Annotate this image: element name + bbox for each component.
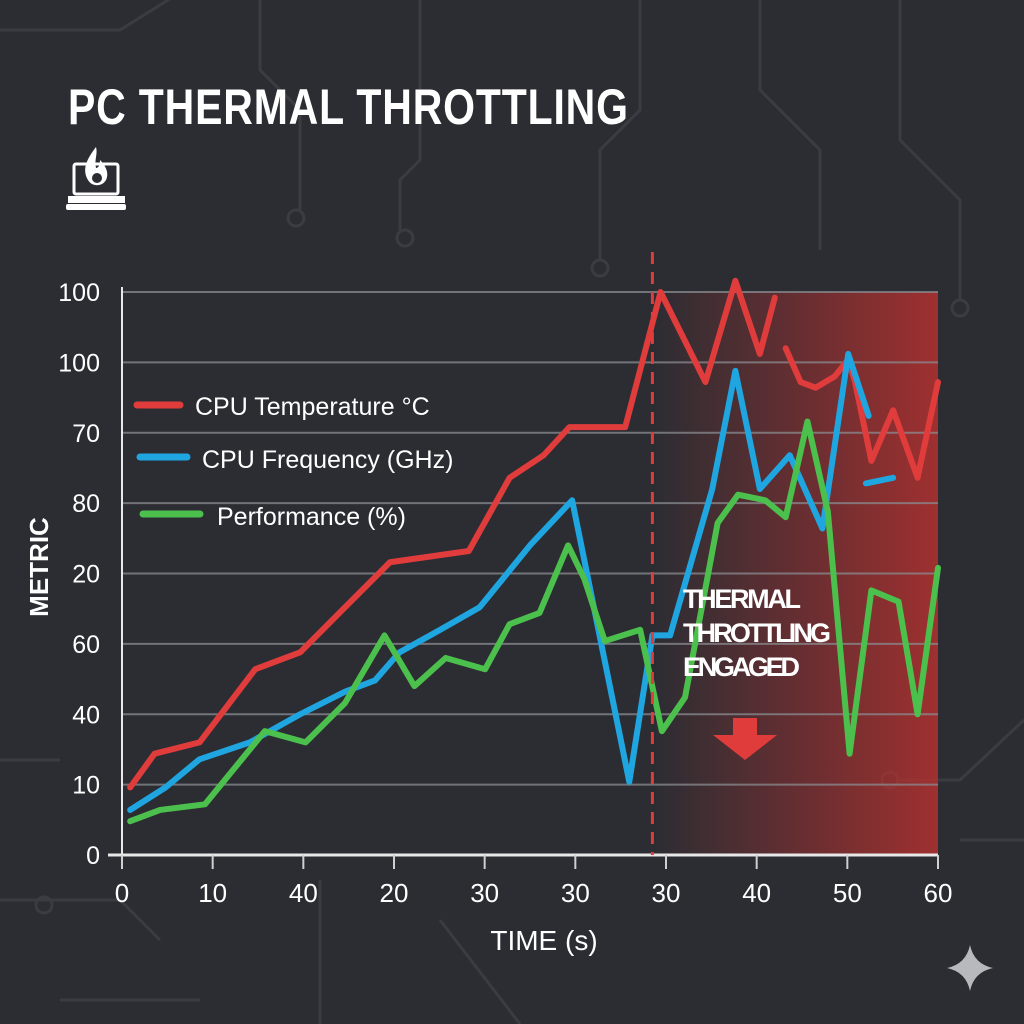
legend-label-frequency: CPU Frequency (GHz)	[202, 446, 453, 474]
arrow-down-icon	[713, 718, 777, 760]
x-tick-label: 30	[561, 878, 590, 908]
tick-labels: 0 10 40 60 20 80 70 100 100 0 10 40 20 30 30 30 40 50 60	[58, 279, 952, 908]
legend-label-performance: Performance (%)	[217, 503, 406, 531]
y-tick-label: 100	[58, 349, 100, 377]
axes	[108, 287, 939, 869]
series-line-temperature	[127, 277, 778, 791]
y-tick-label: 0	[86, 842, 100, 870]
y-tick-label: 40	[72, 701, 100, 729]
x-tick-label: 40	[742, 878, 771, 908]
x-tick-label: 0	[115, 878, 129, 908]
series-line-frequency	[862, 474, 897, 487]
x-tick-label: 50	[833, 878, 862, 908]
y-tick-label: 60	[72, 631, 100, 659]
throttle-annotation: THERMAL THROTTLING ENGAGED	[683, 584, 831, 760]
page-title: PC THERMAL THROTTLING	[68, 79, 629, 135]
x-tick-label: 20	[380, 878, 409, 908]
x-tick-label: 60	[924, 878, 953, 908]
series-lines	[127, 277, 941, 825]
laptop-flame-icon	[66, 147, 126, 210]
y-tick-label: 20	[72, 561, 100, 589]
x-tick-label: 10	[198, 878, 227, 908]
legend: CPU Temperature °C CPU Frequency (GHz) P…	[133, 393, 453, 531]
x-tick-label: 40	[289, 878, 318, 908]
x-tick-label: 30	[470, 878, 499, 908]
y-axis-label: METRIC	[24, 517, 54, 617]
y-tick-label: 70	[72, 420, 100, 448]
y-tick-label: 10	[72, 772, 100, 800]
legend-label-temperature: CPU Temperature °C	[195, 393, 430, 421]
annotation-line-3: ENGAGED	[683, 652, 800, 682]
y-tick-label: 80	[72, 490, 100, 518]
sparkle-icon	[947, 945, 993, 991]
x-axis-label: TIME (s)	[490, 925, 597, 956]
annotation-line-1: THERMAL	[683, 584, 801, 614]
x-tick-label: 30	[652, 878, 681, 908]
y-tick-label: 100	[58, 279, 100, 307]
series-line-performance	[127, 418, 941, 825]
annotation-line-2: THROTTLING	[683, 618, 831, 648]
series-line-frequency	[127, 350, 872, 813]
